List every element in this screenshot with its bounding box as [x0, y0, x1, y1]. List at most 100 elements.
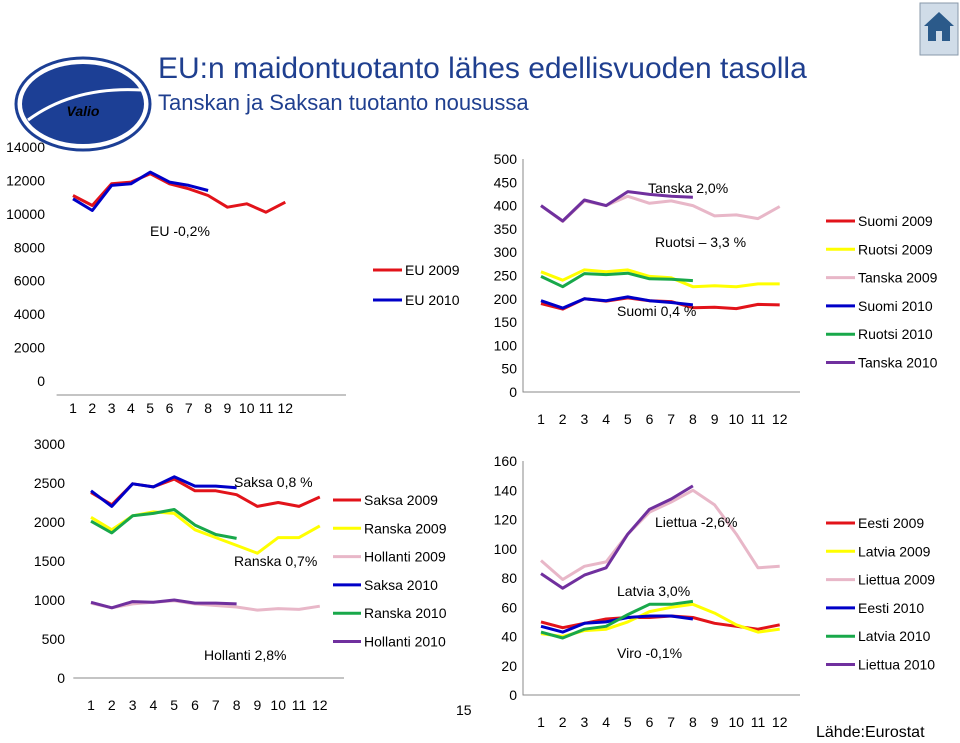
de-fr-nl-x-tick-label: 3 [129, 697, 137, 713]
ee-lv-lt-y-tick-label: 60 [501, 599, 517, 615]
de-fr-nl-annotation: Saksa 0,8 % [234, 474, 313, 490]
fi-se-dk-y-tick-label: 100 [494, 337, 518, 353]
ee-lv-lt-y-tick-label: 0 [509, 687, 517, 703]
home-icon[interactable] [919, 2, 959, 56]
ee-lv-lt-x-tick-label: 12 [772, 714, 788, 730]
fi-se-dk-legend-label: Tanska 2010 [858, 355, 938, 371]
eu-x-tick-label: 5 [146, 400, 154, 416]
fi-se-dk-y-tick-label: 300 [494, 244, 518, 260]
fi-se-dk-x-tick-label: 11 [751, 411, 766, 427]
de-fr-nl-x-tick-label: 12 [312, 697, 328, 713]
de-fr-nl-x-tick-label: 4 [150, 697, 158, 713]
de-fr-nl-legend-label: Saksa 2009 [364, 492, 438, 508]
de-fr-nl-annotation: Ranska 0,7% [234, 553, 317, 569]
de-fr-nl-series-line-ranska-2010 [90, 508, 237, 540]
de-fr-nl-series-line-hollanti-2010 [90, 598, 237, 610]
de-fr-nl-x-tick-label: 2 [108, 697, 116, 713]
fi-se-dk-y-tick-label: 250 [494, 268, 518, 284]
de-fr-nl-series-line-ranska-2009 [90, 510, 321, 555]
ee-lv-lt-legend-label: Liettua 2010 [858, 657, 935, 673]
ee-lv-lt-x-tick-label: 9 [711, 714, 719, 730]
de-fr-nl-legend-label: Hollanti 2010 [364, 634, 446, 650]
ee-lv-lt-y-tick-label: 100 [494, 541, 518, 557]
fi-se-dk-x-tick-label: 1 [537, 411, 545, 427]
page-number: 15 [456, 702, 472, 718]
fi-se-dk-legend-label: Ruotsi 2010 [858, 326, 933, 342]
eu-y-tick-label: 8000 [14, 239, 45, 255]
fi-se-dk-y-tick-label: 150 [494, 314, 518, 330]
de-fr-nl-y-tick-label: 500 [42, 631, 66, 647]
de-fr-nl-legend-label: Ranska 2009 [364, 520, 447, 536]
eu-x-tick-label: 7 [185, 400, 193, 416]
ee-lv-lt-legend-label: Latvia 2009 [858, 543, 931, 559]
eu-x-tick-label: 2 [88, 400, 96, 416]
de-fr-nl-y-tick-label: 1000 [34, 592, 65, 608]
de-fr-nl-x-tick-label: 1 [87, 697, 95, 713]
eu-x-tick-label: 1 [69, 400, 77, 416]
ee-lv-lt-legend-label: Liettua 2009 [858, 572, 935, 588]
de-fr-nl-x-tick-label: 9 [254, 697, 262, 713]
de-fr-nl-x-tick-label: 11 [292, 697, 307, 713]
fi-se-dk-legend-label: Tanska 2009 [858, 270, 938, 286]
eu-x-tick-label: 6 [166, 400, 174, 416]
fi-se-dk-legend-label: Suomi 2010 [858, 298, 933, 314]
ee-lv-lt-x-tick-label: 5 [624, 714, 632, 730]
ee-lv-lt-x-tick-label: 2 [559, 714, 567, 730]
eu-y-tick-label: 14000 [6, 139, 45, 155]
de-fr-nl-annotation: Hollanti 2,8% [204, 647, 287, 663]
page-subtitle: Tanskan ja Saksan tuotanto nousussa [158, 90, 529, 115]
eu-y-tick-label: 4000 [14, 306, 45, 322]
eu-x-tick-label: 9 [224, 400, 232, 416]
fi-se-dk-x-tick-label: 8 [689, 411, 697, 427]
ee-lv-lt-series-line-latvia-2010 [540, 599, 694, 640]
ee-lv-lt-annotation: Latvia 3,0% [617, 583, 690, 599]
eu-x-tick-label: 11 [259, 400, 274, 416]
fi-se-dk-y-tick-label: 200 [494, 291, 518, 307]
de-fr-nl-legend-label: Ranska 2010 [364, 605, 447, 621]
de-fr-nl-x-tick-label: 5 [170, 697, 178, 713]
ee-lv-lt-annotation: Viro -0,1% [617, 645, 682, 661]
eu-x-tick-label: 12 [278, 400, 294, 416]
valio-logo: Valio [14, 56, 152, 152]
fi-se-dk-x-tick-label: 5 [624, 411, 632, 427]
eu-x-tick-label: 10 [239, 400, 255, 416]
ee-lv-lt-y-tick-label: 160 [494, 453, 518, 469]
ee-lv-lt-x-tick-label: 8 [689, 714, 697, 730]
ee-lv-lt-x-tick-label: 1 [537, 714, 545, 730]
fi-se-dk-x-tick-label: 3 [581, 411, 589, 427]
fi-se-dk-y-tick-label: 450 [494, 174, 518, 190]
de-fr-nl-x-tick-label: 10 [270, 697, 286, 713]
fi-se-dk-series-line-ruotsi-2010 [540, 271, 693, 289]
eu-y-tick-label: 12000 [6, 172, 45, 188]
ee-lv-lt-y-tick-label: 40 [501, 629, 517, 645]
fi-se-dk-annotation: Ruotsi – 3,3 % [655, 234, 746, 250]
fi-se-dk-legend-label: Ruotsi 2009 [858, 241, 933, 257]
fi-se-dk-x-tick-label: 12 [772, 411, 788, 427]
ee-lv-lt-x-tick-label: 3 [581, 714, 589, 730]
fi-se-dk-y-tick-label: 350 [494, 221, 518, 237]
fi-se-dk-annotation: Tanska 2,0% [648, 180, 728, 196]
de-fr-nl-legend-label: Saksa 2010 [364, 577, 438, 593]
page-title: EU:n maidontuotanto lähes edellisvuoden … [158, 52, 807, 85]
fi-se-dk-series-line-suomi-2010 [540, 295, 694, 310]
fi-se-dk-x-tick-label: 9 [711, 411, 719, 427]
fi-se-dk-x-tick-label: 10 [729, 411, 745, 427]
ee-lv-lt-legend-label: Eesti 2009 [858, 515, 924, 531]
fi-se-dk-series-line-ruotsi-2009 [540, 268, 780, 289]
ee-lv-lt-x-tick-label: 7 [667, 714, 675, 730]
eu-y-tick-label: 2000 [14, 340, 45, 356]
eu-y-tick-label: 6000 [14, 273, 45, 289]
de-fr-nl-legend-label: Hollanti 2009 [364, 549, 446, 565]
de-fr-nl-y-tick-label: 1500 [34, 553, 65, 569]
ee-lv-lt-series-line-liettua-2009 [540, 488, 780, 581]
de-fr-nl-series-line-hollanti-2009 [90, 599, 321, 612]
eu-y-tick-label: 10000 [6, 206, 45, 222]
de-fr-nl-y-tick-label: 3000 [34, 436, 65, 452]
source-label: Lähde:Eurostat [816, 724, 925, 741]
ee-lv-lt-y-tick-label: 120 [494, 512, 518, 528]
de-fr-nl-y-tick-label: 0 [57, 670, 65, 686]
eu-x-tick-label: 4 [127, 400, 135, 416]
eu-legend-label: EU 2009 [405, 262, 460, 278]
ee-lv-lt-x-tick-label: 11 [751, 714, 766, 730]
